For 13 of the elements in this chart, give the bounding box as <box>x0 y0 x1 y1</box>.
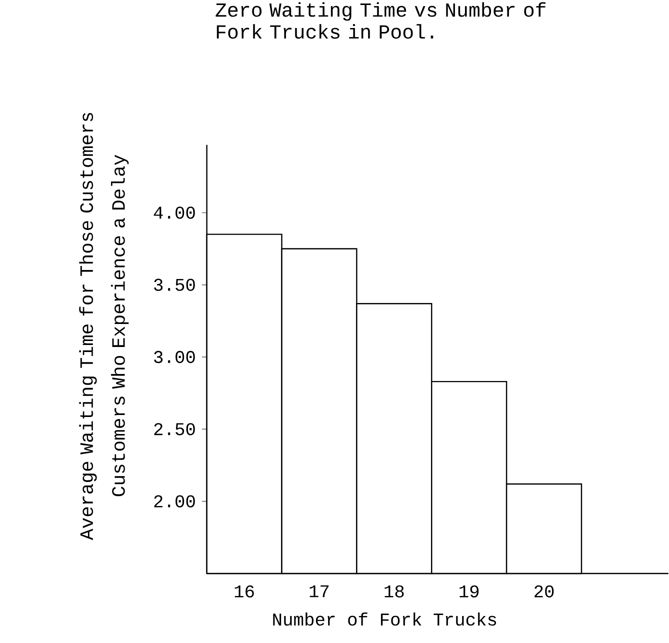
y-tick-label: 2.50 <box>154 422 195 436</box>
y-tick-label: 3.00 <box>154 350 195 363</box>
x-tick-label: 18 <box>384 585 404 598</box>
y-tick-label: 4.00 <box>154 206 195 219</box>
x-axis-title: Number of Fork Trucks <box>273 612 496 626</box>
x-tick-label: 17 <box>310 585 329 597</box>
x-tick-label: 19 <box>460 585 479 598</box>
x-tick-label: 20 <box>534 585 554 598</box>
x-tick-label: 16 <box>234 585 254 598</box>
y-tick-label: 2.00 <box>154 495 195 508</box>
chart-title: Zero Waiting Time vs Number of Fork Trucks in Pool. <box>216 2 546 38</box>
y-tick-label: 3.50 <box>154 278 195 291</box>
y-axis-title: Average Waiting Time for Those Customers Customers Who Experience a Delay <box>79 112 129 540</box>
